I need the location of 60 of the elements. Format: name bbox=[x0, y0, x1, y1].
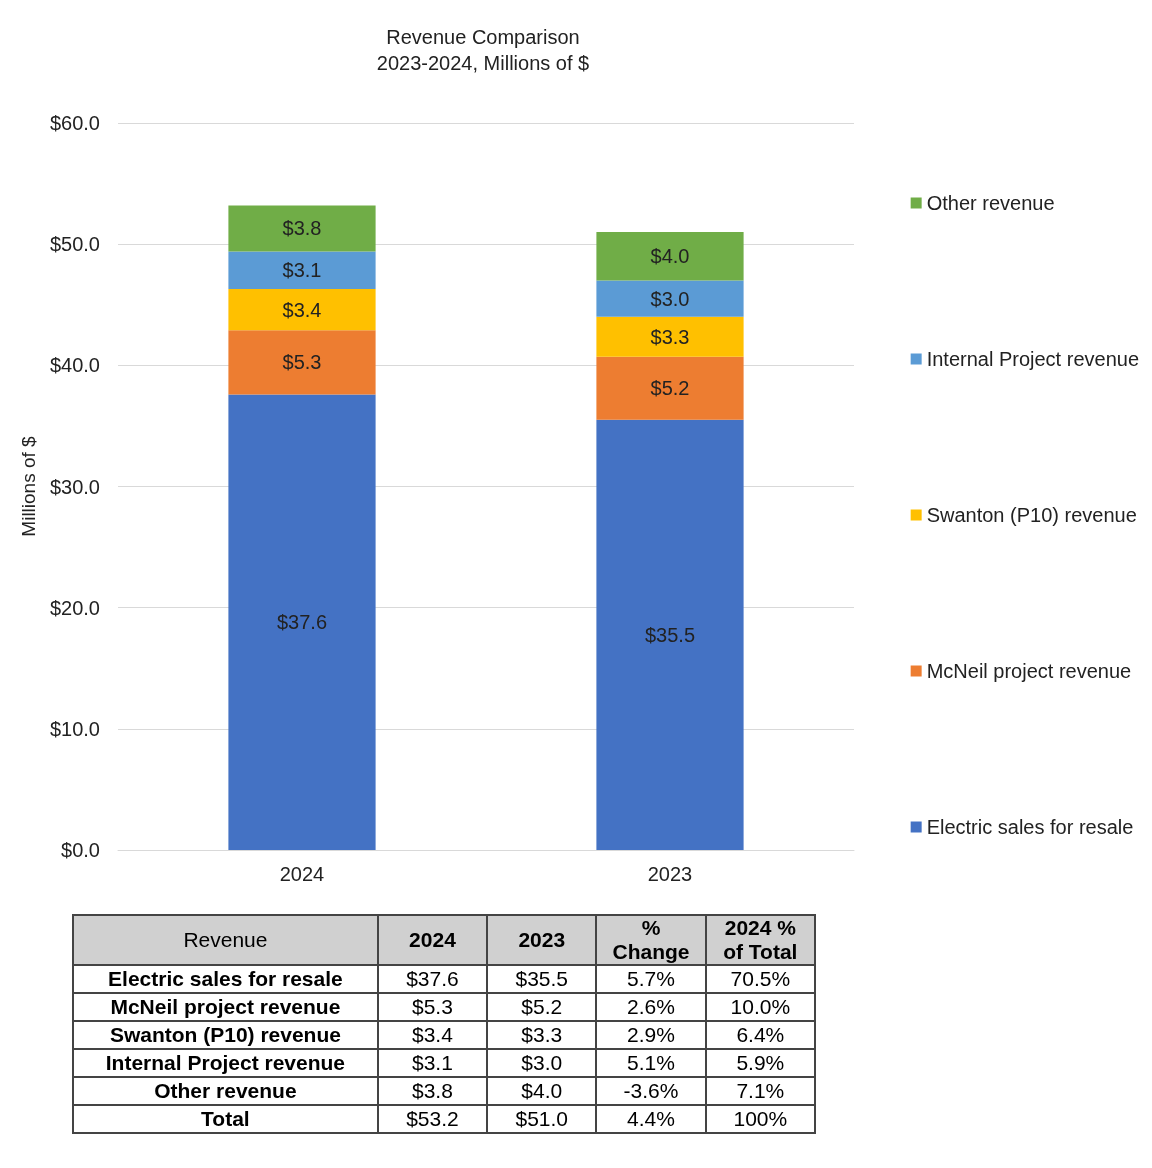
text: 2024 % of Total bbox=[705, 915, 815, 965]
category-label: 2023 bbox=[518, 928, 566, 951]
y-tick-label: $30.0 bbox=[49, 475, 100, 498]
y-tick-label: $20.0 bbox=[49, 596, 100, 619]
text: $3.8 bbox=[282, 217, 322, 240]
text: % Change bbox=[596, 915, 706, 965]
text: 2.6% bbox=[596, 993, 706, 1021]
text: -3.6% bbox=[596, 1077, 706, 1105]
text: 6.4% bbox=[705, 1021, 815, 1049]
data-label: $3.8 bbox=[377, 1077, 488, 1105]
data-label: $3.4 bbox=[377, 1021, 488, 1049]
text: $37.6 bbox=[276, 611, 328, 634]
text: 10.0% bbox=[705, 993, 815, 1021]
text: Swanton (P10) revenue bbox=[109, 1023, 341, 1046]
text: 5.9% bbox=[705, 1049, 815, 1077]
text: $51.0 bbox=[487, 1105, 597, 1133]
text: $3.0 bbox=[650, 287, 690, 310]
text: Internal Project revenue bbox=[105, 1051, 346, 1074]
data-label: $3.1 bbox=[377, 1049, 488, 1077]
legend-label: Electric sales for resale bbox=[926, 816, 1134, 838]
text: 100% bbox=[705, 1105, 815, 1133]
data-label: $4.0 bbox=[487, 1077, 597, 1105]
text: Other revenue bbox=[154, 1079, 297, 1102]
data-label: $5.2 bbox=[487, 993, 597, 1021]
data-label: $3.3 bbox=[487, 1021, 597, 1049]
text: $5.3 bbox=[282, 351, 322, 374]
legend-label: McNeil project revenue bbox=[926, 660, 1132, 682]
y-tick-label: $0.0 bbox=[61, 839, 100, 861]
text: 5.1% bbox=[596, 1049, 706, 1077]
text: $4.0 bbox=[650, 245, 690, 268]
y-tick-label: $60.0 bbox=[49, 112, 100, 134]
text: 7.1% bbox=[705, 1077, 815, 1105]
data-label: $3.0 bbox=[487, 1049, 597, 1077]
data-label: $5.3 bbox=[377, 993, 488, 1021]
y-tick-label: $50.0 bbox=[49, 233, 100, 256]
data-label: $37.6 bbox=[377, 965, 488, 993]
y-tick-label: $10.0 bbox=[49, 717, 100, 740]
text: Revenue bbox=[73, 915, 378, 965]
data-label: $35.5 bbox=[487, 965, 597, 993]
text: $53.2 bbox=[377, 1105, 488, 1133]
legend-label: Swanton (P10) revenue bbox=[926, 504, 1137, 526]
text: 2.9% bbox=[596, 1021, 706, 1049]
text: $3.1 bbox=[282, 259, 322, 282]
text: Electric sales for resale bbox=[108, 967, 343, 990]
y-axis-title: Millions of $ bbox=[18, 435, 39, 537]
text: $5.2 bbox=[650, 377, 690, 400]
text: 5.7% bbox=[596, 965, 706, 993]
text: 70.5% bbox=[705, 965, 815, 993]
text: 4.4% bbox=[596, 1105, 706, 1133]
category-label: 2024 bbox=[409, 928, 456, 951]
text: $3.3 bbox=[650, 325, 690, 348]
y-tick-label: $40.0 bbox=[49, 354, 100, 377]
legend-label: Internal Project revenue bbox=[926, 348, 1139, 370]
legend-label: Other revenue bbox=[926, 192, 1055, 214]
text: McNeil project revenue bbox=[110, 995, 341, 1018]
chart-title: Revenue Comparison bbox=[386, 26, 580, 48]
text: $35.5 bbox=[644, 623, 696, 646]
text: $3.4 bbox=[282, 298, 322, 321]
chart-subtitle: 2023-2024, Millions of $ bbox=[376, 52, 590, 74]
text: Total bbox=[73, 1105, 378, 1133]
